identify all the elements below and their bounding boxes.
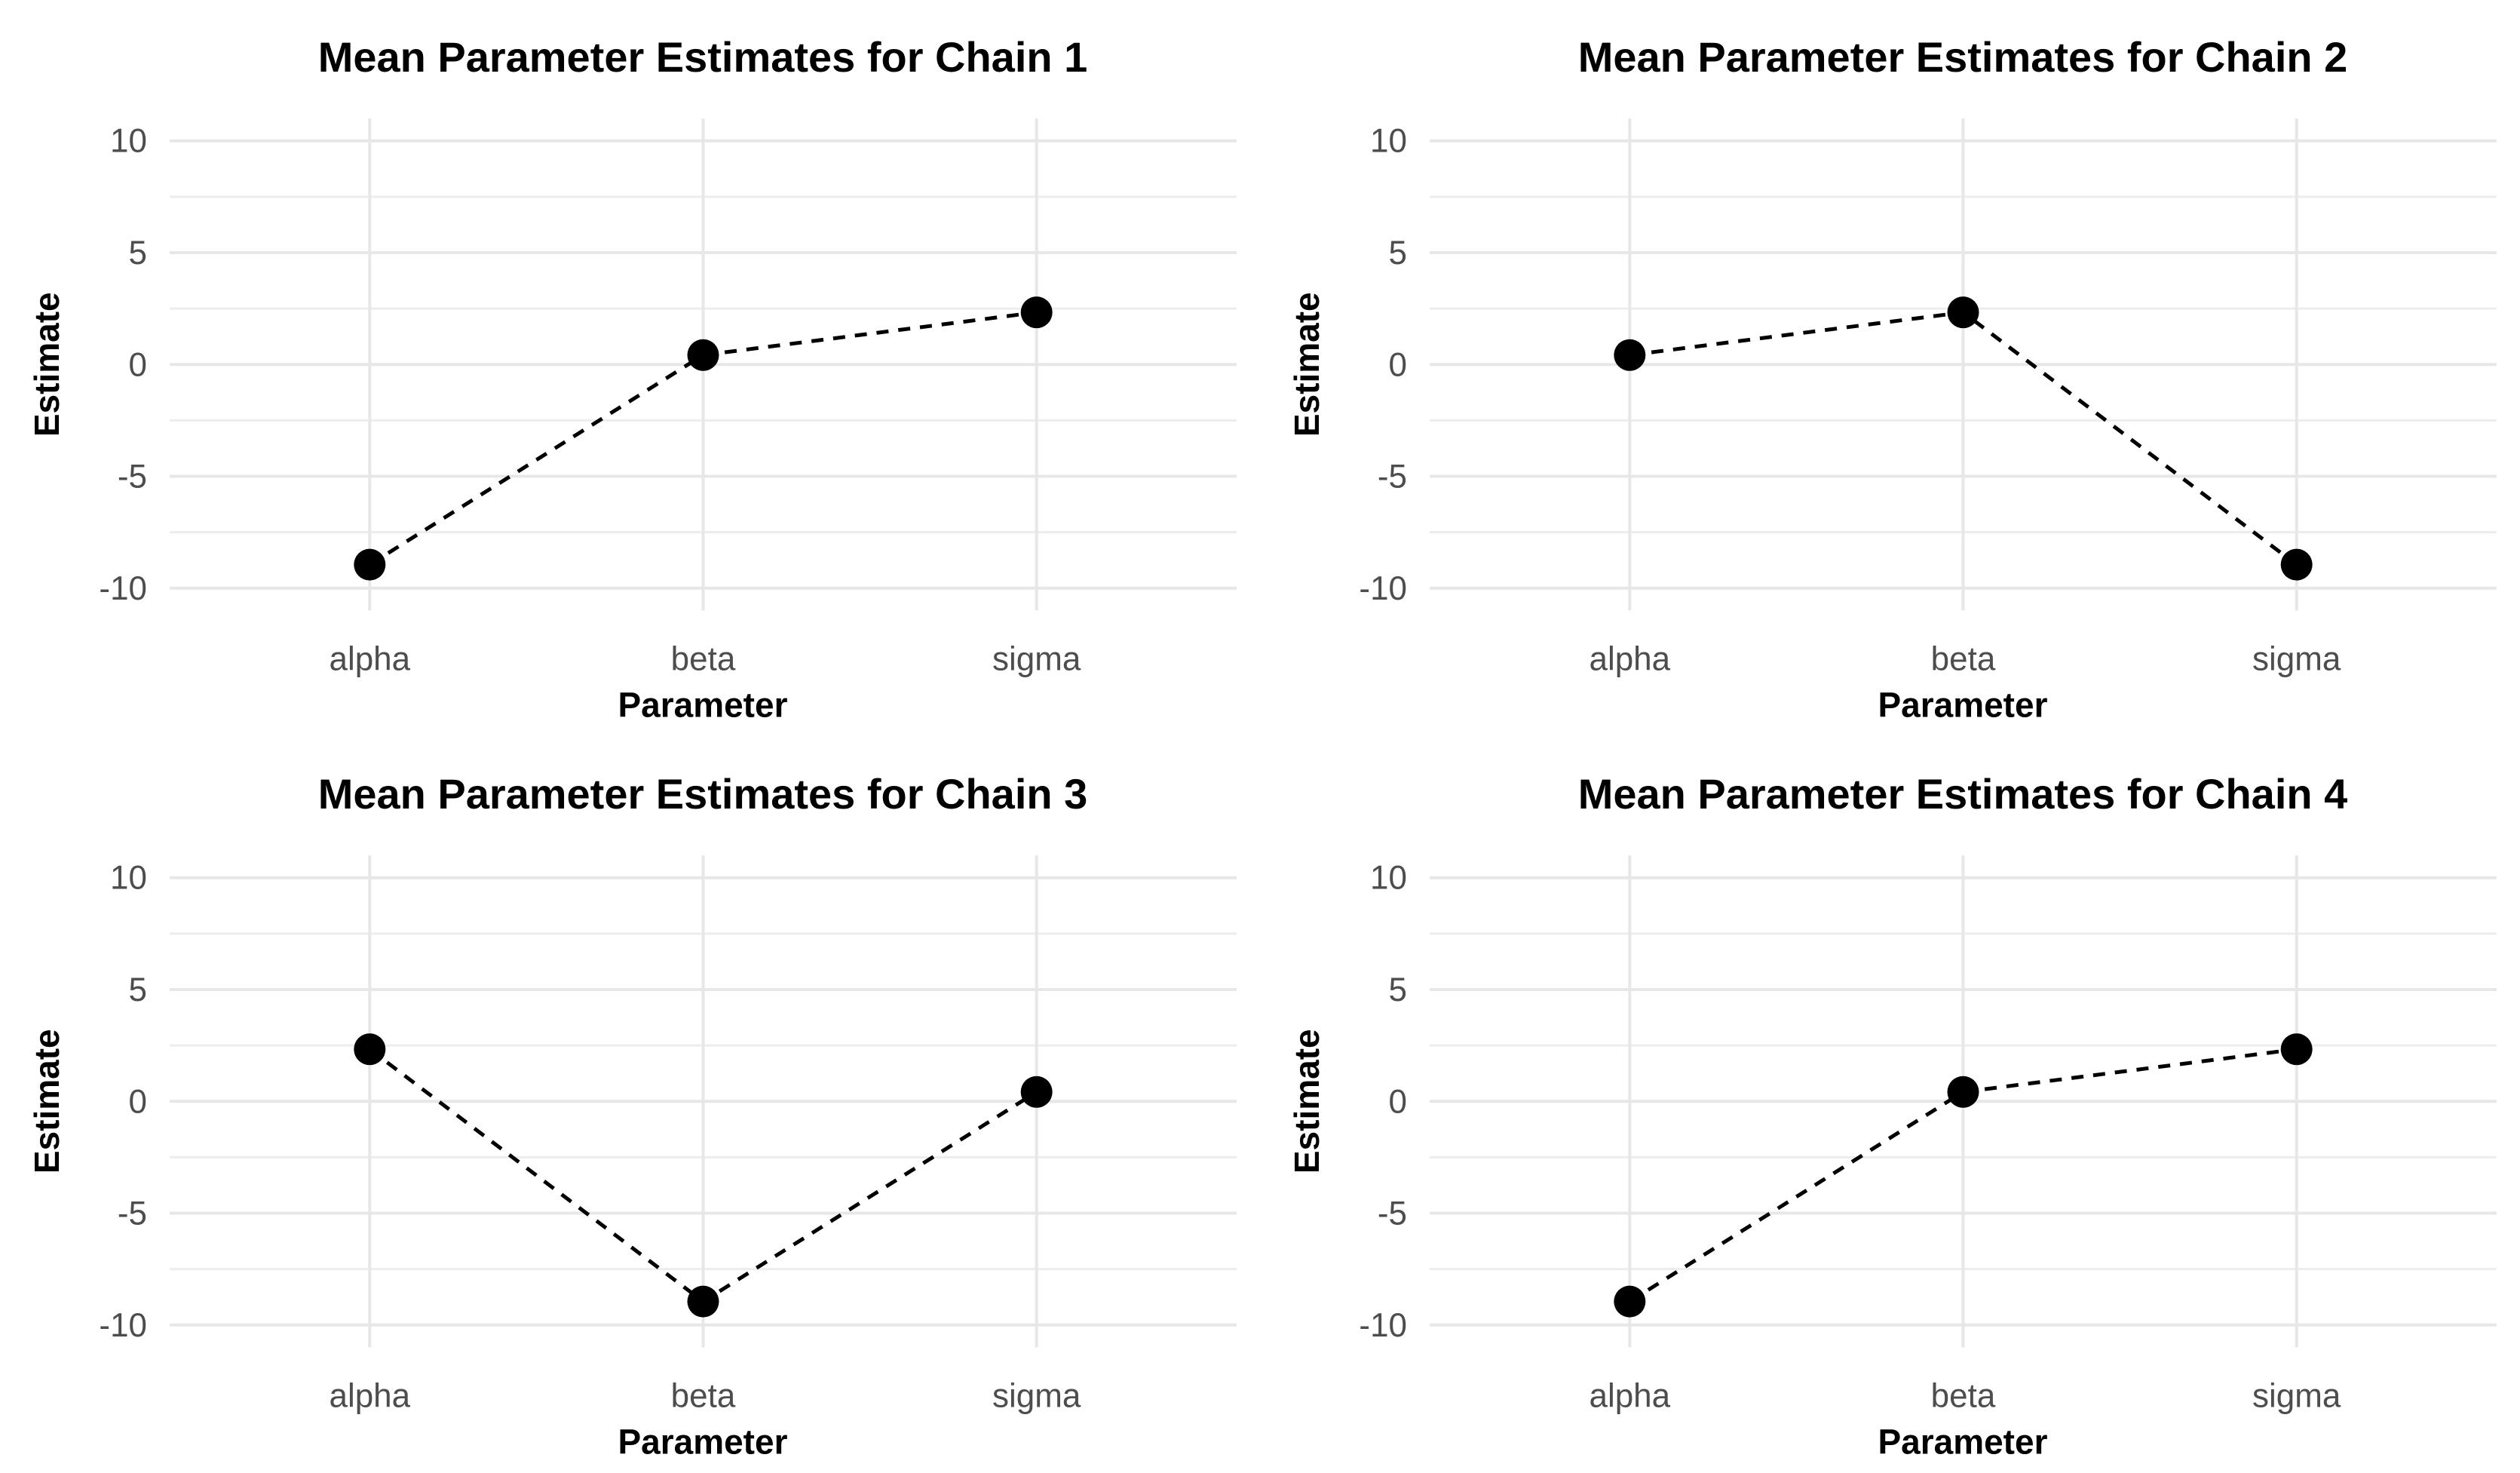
- chart-title: Mean Parameter Estimates for Chain 4: [1578, 770, 2348, 818]
- y-axis-title: Estimate: [1287, 1029, 1326, 1174]
- y-tick-label: -10: [1359, 1306, 1407, 1343]
- data-point-sigma: [2280, 548, 2313, 581]
- y-tick-label: 0: [1389, 346, 1407, 383]
- data-point-alpha: [354, 1033, 386, 1065]
- gridlines-layer: [170, 118, 1237, 611]
- x-axis-title: Parameter: [1878, 685, 2048, 724]
- y-tick-label: 5: [129, 235, 147, 272]
- y-tick-label: 0: [129, 346, 147, 383]
- y-tick-label: 0: [129, 1083, 147, 1120]
- chart-title: Mean Parameter Estimates for Chain 3: [318, 770, 1088, 818]
- x-tick-label: beta: [1931, 1377, 1996, 1414]
- series-layer: [354, 296, 1053, 581]
- y-tick-label: -10: [99, 570, 147, 607]
- x-tick-label: sigma: [992, 1377, 1081, 1414]
- y-tick-label: -5: [1378, 459, 1407, 496]
- y-tick-label: 5: [1389, 235, 1407, 272]
- y-tick-label: -5: [118, 459, 147, 496]
- data-point-alpha: [1614, 339, 1646, 371]
- data-point-sigma: [1020, 296, 1053, 329]
- gridlines-layer: [170, 855, 1237, 1347]
- data-point-alpha: [1614, 1285, 1646, 1318]
- chart-chain-3: 10 5 0 -5 -10 alpha beta sigma Mean Parameter E…: [0, 737, 1260, 1473]
- x-tick-label: beta: [671, 640, 736, 677]
- series-layer: [1614, 1033, 2313, 1318]
- x-tick-label: alpha: [329, 1377, 410, 1414]
- axis-ticks-layer: 10 5 0 -5 -10 alpha beta sigma: [99, 859, 1081, 1414]
- x-tick-label: sigma: [2252, 640, 2341, 677]
- chart-chain-1: 10 5 0 -5 -10 alpha beta sigma Mean Parameter E…: [0, 0, 1260, 737]
- x-tick-label: sigma: [992, 640, 1081, 677]
- y-tick-label: 0: [1389, 1083, 1407, 1120]
- y-tick-label: -10: [1359, 570, 1407, 607]
- x-tick-label: alpha: [1589, 640, 1670, 677]
- series-layer: [1614, 296, 2313, 581]
- x-tick-label: beta: [671, 1377, 736, 1414]
- x-tick-label: beta: [1931, 640, 1996, 677]
- x-axis-title: Parameter: [1878, 1422, 2048, 1461]
- y-tick-label: 10: [1370, 859, 1407, 896]
- y-tick-label: 5: [129, 971, 147, 1008]
- x-tick-label: alpha: [329, 640, 410, 677]
- y-tick-label: 5: [1389, 971, 1407, 1008]
- axis-ticks-layer: 10 5 0 -5 -10 alpha beta sigma: [99, 123, 1081, 678]
- chart-canvas-chain-4: 10 5 0 -5 -10 alpha beta sigma Mean Parameter E…: [1287, 770, 2497, 1461]
- data-point-beta: [687, 1285, 719, 1318]
- x-tick-label: sigma: [2252, 1377, 2341, 1414]
- gridlines-layer: [1430, 118, 2497, 611]
- data-point-beta: [687, 339, 719, 371]
- data-point-alpha: [354, 548, 386, 581]
- data-point-sigma: [2280, 1033, 2313, 1065]
- axis-ticks-layer: 10 5 0 -5 -10 alpha beta sigma: [1359, 123, 2341, 678]
- y-tick-label: 10: [110, 123, 147, 160]
- y-axis-title: Estimate: [1287, 292, 1326, 437]
- data-point-beta: [1947, 296, 1979, 329]
- chart-chain-2: 10 5 0 -5 -10 alpha beta sigma Mean Parameter E…: [1260, 0, 2520, 737]
- series-layer: [354, 1033, 1053, 1318]
- y-tick-label: -5: [118, 1195, 147, 1232]
- y-axis-title: Estimate: [27, 1029, 66, 1174]
- y-tick-label: 10: [110, 859, 147, 896]
- y-axis-title: Estimate: [27, 292, 66, 437]
- y-tick-label: -5: [1378, 1195, 1407, 1232]
- axis-ticks-layer: 10 5 0 -5 -10 alpha beta sigma: [1359, 859, 2341, 1414]
- chart-canvas-chain-2: 10 5 0 -5 -10 alpha beta sigma Mean Parameter E…: [1287, 33, 2497, 724]
- y-tick-label: -10: [99, 1306, 147, 1343]
- x-tick-label: alpha: [1589, 1377, 1670, 1414]
- x-axis-title: Parameter: [618, 685, 788, 724]
- chart-title: Mean Parameter Estimates for Chain 1: [318, 33, 1088, 81]
- chart-title: Mean Parameter Estimates for Chain 2: [1578, 33, 2348, 81]
- chart-canvas-chain-3: 10 5 0 -5 -10 alpha beta sigma Mean Parameter E…: [27, 770, 1237, 1461]
- chart-canvas-chain-1: 10 5 0 -5 -10 alpha beta sigma Mean Parameter E…: [27, 33, 1237, 724]
- chart-chain-4: 10 5 0 -5 -10 alpha beta sigma Mean Parameter E…: [1260, 737, 2520, 1473]
- data-point-beta: [1947, 1076, 1979, 1108]
- data-point-sigma: [1020, 1076, 1053, 1108]
- y-tick-label: 10: [1370, 123, 1407, 160]
- x-axis-title: Parameter: [618, 1422, 788, 1461]
